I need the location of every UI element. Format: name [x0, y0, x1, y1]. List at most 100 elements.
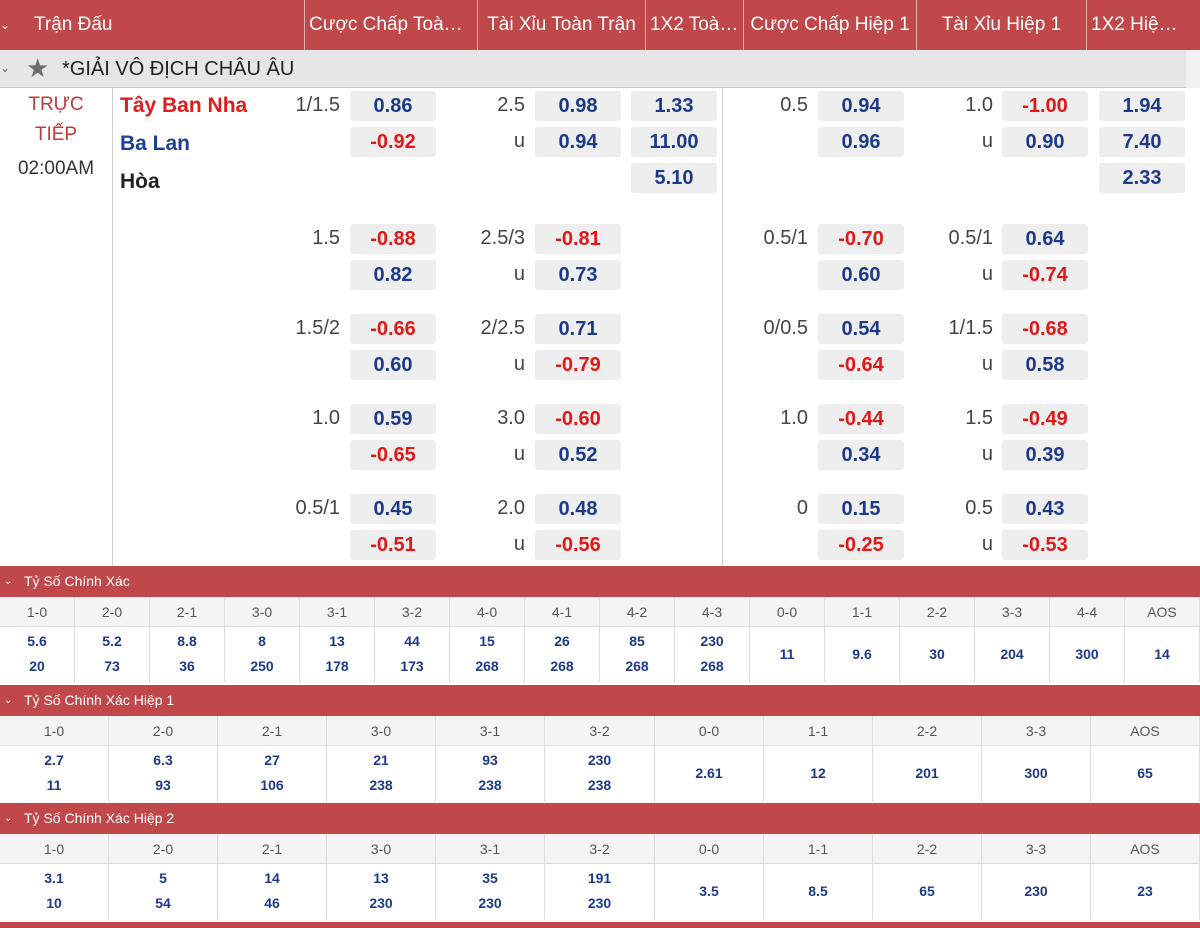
score-odd-away[interactable]: 54	[155, 895, 171, 911]
odd-button[interactable]: -0.92	[350, 127, 436, 157]
score-odd[interactable]: 14	[1125, 627, 1200, 683]
score-odd[interactable]: 14 46	[218, 864, 327, 920]
score-odd-away[interactable]: 20	[29, 658, 45, 674]
score-odd-value[interactable]: 230	[1024, 883, 1048, 899]
odd-button[interactable]: 0.54	[818, 314, 904, 344]
score-odd-away[interactable]: 230	[369, 895, 393, 911]
col-header-1x2-h1[interactable]: 1X2 Hiệp 1	[1091, 14, 1182, 35]
score-odd-value[interactable]: 23	[1137, 883, 1153, 899]
league-row[interactable]: ⌄ ★ *GIẢI VÔ ĐỊCH CHÂU ÂU	[0, 50, 1186, 88]
score-odd-home[interactable]: 13	[329, 633, 345, 649]
score-odd-value[interactable]: 300	[1024, 765, 1048, 781]
col-header-handicap-ft[interactable]: Cược Chấp Toàn Trận	[305, 0, 478, 50]
score-odd[interactable]: 5 54	[109, 864, 218, 920]
score-odd[interactable]: 300	[1050, 627, 1125, 683]
score-odd-value[interactable]: 9.6	[852, 646, 872, 662]
score-odd-away[interactable]: 230	[478, 895, 502, 911]
score-odd-away[interactable]: 93	[155, 777, 171, 793]
odd-button[interactable]: 5.10	[631, 163, 717, 193]
odd-button[interactable]: 0.45	[350, 494, 436, 524]
score-odd-value[interactable]: 204	[1000, 646, 1024, 662]
home-team[interactable]: Tây Ban Nha	[120, 94, 248, 117]
score-odd-home[interactable]: 230	[587, 752, 612, 768]
odd-button[interactable]: -0.49	[1002, 404, 1088, 434]
score-odd-home[interactable]: 2.7	[44, 752, 64, 768]
odd-button[interactable]: 0.94	[535, 127, 621, 157]
star-icon[interactable]: ★	[26, 53, 50, 83]
odd-button[interactable]: -0.25	[818, 530, 904, 560]
score-odd-value[interactable]: 65	[1137, 765, 1153, 781]
score-odd[interactable]: 8 250	[225, 627, 300, 683]
odd-button[interactable]: 0.60	[818, 260, 904, 290]
score-odd[interactable]: 9.6	[825, 627, 900, 683]
score-odd-value[interactable]: 11	[779, 646, 795, 662]
score-odd[interactable]: 85 268	[600, 627, 675, 683]
score-odd-home[interactable]: 5.6	[27, 633, 47, 649]
odd-button[interactable]: 0.82	[350, 260, 436, 290]
score-odd[interactable]: 11	[750, 627, 825, 683]
score-odd-away[interactable]: 46	[264, 895, 280, 911]
score-odd-home[interactable]: 230	[700, 633, 724, 649]
score-odd-home[interactable]: 93	[482, 752, 498, 768]
score-odd[interactable]: 230 268	[675, 627, 750, 683]
score-odd-value[interactable]: 2.61	[695, 765, 723, 781]
score-odd[interactable]: 6.3 93	[109, 746, 218, 802]
score-odd-value[interactable]: 12	[810, 765, 826, 781]
odd-button[interactable]: 0.90	[1002, 127, 1088, 157]
odd-button[interactable]: 11.00	[631, 127, 717, 157]
odd-button[interactable]: -1.00	[1002, 91, 1088, 121]
score-odd[interactable]: 230 238	[545, 746, 655, 802]
score-odd-home[interactable]: 191	[587, 870, 612, 886]
score-odd-away[interactable]: 238	[587, 777, 612, 793]
section-title[interactable]: ⌄ Tỷ Số Chính Xác Hiệp 2	[0, 803, 1200, 834]
score-odd-home[interactable]: 6.3	[153, 752, 173, 768]
score-odd[interactable]: 30	[900, 627, 975, 683]
score-odd-value[interactable]: 65	[919, 883, 935, 899]
score-odd-away[interactable]: 268	[550, 658, 574, 674]
odd-button[interactable]: 7.40	[1099, 127, 1185, 157]
odd-button[interactable]: -0.64	[818, 350, 904, 380]
odd-button[interactable]: 2.33	[1099, 163, 1185, 193]
score-odd-away[interactable]: 106	[260, 777, 284, 793]
score-odd-away[interactable]: 238	[369, 777, 393, 793]
odd-button[interactable]: -0.81	[535, 224, 621, 254]
odd-button[interactable]: 1.33	[631, 91, 717, 121]
score-odd[interactable]: 21 238	[327, 746, 436, 802]
score-odd-home[interactable]: 8	[258, 633, 266, 649]
score-odd[interactable]: 44 173	[375, 627, 450, 683]
score-odd-home[interactable]: 5.2	[102, 633, 122, 649]
score-odd[interactable]: 230	[982, 864, 1091, 920]
score-odd[interactable]: 27 106	[218, 746, 327, 802]
col-header-ou-h1[interactable]: Tài Xỉu Hiệp 1	[917, 0, 1087, 50]
score-odd[interactable]: 23	[1091, 864, 1200, 920]
chevron-down-icon[interactable]: ⌄	[0, 18, 11, 32]
score-odd-home[interactable]: 44	[404, 633, 420, 649]
score-odd-away[interactable]: 173	[400, 658, 424, 674]
odd-button[interactable]: -0.74	[1002, 260, 1088, 290]
score-odd-home[interactable]: 21	[373, 752, 389, 768]
odd-button[interactable]: 0.39	[1002, 440, 1088, 470]
score-odd-away[interactable]: 238	[478, 777, 502, 793]
odd-button[interactable]: 0.64	[1002, 224, 1088, 254]
score-odd[interactable]: 15 268	[450, 627, 525, 683]
odd-button[interactable]: 1.94	[1099, 91, 1185, 121]
score-odd-home[interactable]: 26	[554, 633, 570, 649]
score-odd[interactable]: 8.8 36	[150, 627, 225, 683]
section-title[interactable]: ⌄ Tỷ Số Chính Xác Hiệp 1	[0, 685, 1200, 716]
score-odd[interactable]: 35 230	[436, 864, 545, 920]
odd-button[interactable]: -0.88	[350, 224, 436, 254]
score-odd-away[interactable]: 268	[700, 658, 724, 674]
score-odd[interactable]: 191 230	[545, 864, 655, 920]
odd-button[interactable]: 0.52	[535, 440, 621, 470]
score-odd[interactable]: 65	[1091, 746, 1200, 802]
score-odd[interactable]: 3.1 10	[0, 864, 109, 920]
score-odd[interactable]: 13 230	[327, 864, 436, 920]
score-odd-away[interactable]: 268	[625, 658, 649, 674]
score-odd-home[interactable]: 3.1	[44, 870, 64, 886]
odd-button[interactable]: 0.43	[1002, 494, 1088, 524]
score-odd[interactable]: 5.6 20	[0, 627, 75, 683]
scrollbar[interactable]	[1186, 50, 1200, 88]
score-odd[interactable]: 26 268	[525, 627, 600, 683]
odd-button[interactable]: 0.86	[350, 91, 436, 121]
score-odd-value[interactable]: 300	[1075, 646, 1099, 662]
